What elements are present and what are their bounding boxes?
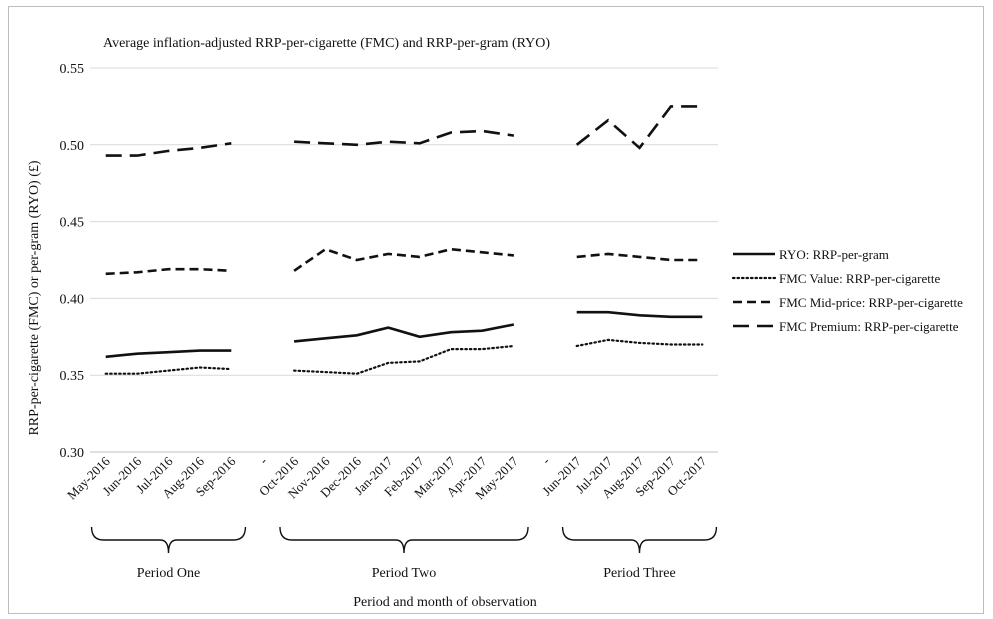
series-line	[105, 349, 232, 359]
x-axis-label: Period and month of observation	[353, 595, 537, 610]
y-tick-label: 0.45	[60, 216, 85, 231]
x-tick-labels: May-2016Jun-2016Jul-2016Aug-2016Sep-2016…	[64, 453, 710, 502]
series-line	[293, 323, 515, 343]
chart-frame	[8, 6, 984, 614]
period-label: Period One	[137, 566, 200, 581]
y-tick-labels: 0.30 0.35 0.40 0.45 0.50 0.55	[60, 62, 85, 461]
legend-label: FMC Mid-price: RRP-per-cigarette	[779, 295, 963, 310]
y-axis-label: RRP-per-cigarette (FMC) or per-gram (RYO…	[27, 160, 42, 435]
period-label: Period Two	[372, 566, 436, 581]
y-tick-label: 0.30	[60, 446, 85, 461]
legend: RYO: RRP-per-gram FMC Value: RRP-per-ciga…	[731, 247, 963, 334]
legend-label: RYO: RRP-per-gram	[779, 247, 889, 262]
y-tick-label: 0.40	[60, 292, 85, 307]
y-tick-label: 0.55	[60, 62, 85, 77]
series-line	[105, 267, 232, 276]
y-tick-label: 0.35	[60, 369, 85, 384]
series-line	[293, 247, 515, 272]
y-tick-label: 0.50	[60, 139, 85, 154]
series-line	[293, 344, 515, 375]
period-label: Period Three	[603, 566, 675, 581]
legend-label: FMC Premium: RRP-per-cigarette	[779, 319, 959, 334]
period-brace	[279, 526, 529, 554]
x-tick-label: -	[256, 454, 270, 468]
series-line	[576, 310, 703, 319]
series-line	[105, 142, 232, 157]
x-tick-label: -	[539, 454, 553, 468]
series-line	[576, 252, 703, 262]
period-brace	[561, 526, 718, 554]
legend-label: FMC Value: RRP-per-cigarette	[779, 271, 940, 286]
period-brace	[90, 526, 247, 554]
series-lines	[104, 105, 704, 375]
series-line	[294, 129, 515, 147]
gridlines	[90, 67, 718, 453]
period-braces: Period One Period Two Period Three	[90, 526, 718, 581]
series-line	[575, 105, 703, 150]
chart-title: Average inflation-adjusted RRP-per-cigar…	[103, 36, 550, 51]
series-line	[104, 366, 233, 375]
series-line	[575, 338, 704, 348]
